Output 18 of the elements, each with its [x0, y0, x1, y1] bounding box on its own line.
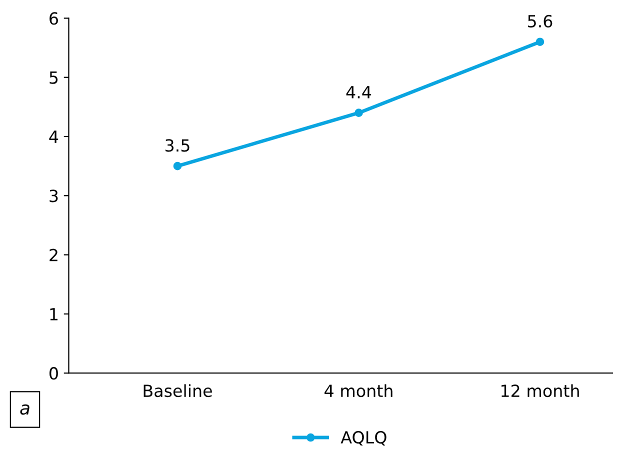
- data-label: 3.5: [166, 139, 190, 152]
- y-tick-label: 0: [50, 367, 58, 380]
- y-tick-label: 4: [49, 130, 58, 143]
- y-tick-label: 1: [50, 308, 58, 320]
- y-tick-label: 3: [50, 190, 58, 202]
- data-label: 5.6: [528, 14, 552, 28]
- x-tick-label: 12 month: [502, 384, 579, 398]
- x-tick-label: Baseline: [144, 384, 212, 398]
- point: [354, 108, 363, 118]
- data-label: 4.4: [346, 86, 372, 98]
- text: a: [20, 404, 30, 415]
- y-tick-label: 2: [50, 248, 58, 262]
- point: [173, 162, 182, 170]
- x-tick-label: 4 month: [324, 384, 392, 398]
- y-tick-label: 6: [50, 12, 58, 25]
- point: [536, 38, 544, 46]
- legend-label: AQLQ: [340, 430, 386, 446]
- y-tick-label: 5: [50, 72, 58, 84]
